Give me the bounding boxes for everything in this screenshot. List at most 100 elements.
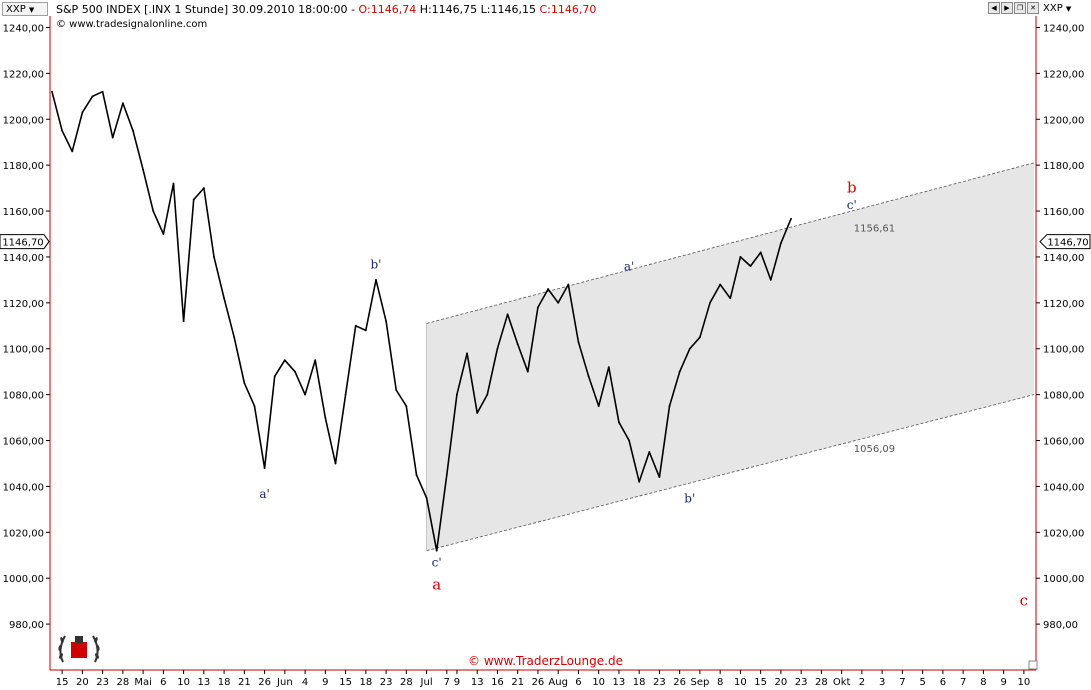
x-tick-label: 9 <box>1000 677 1006 688</box>
price-point <box>597 405 600 408</box>
x-tick-label: Mai <box>134 677 152 688</box>
wave-label: b' <box>684 491 695 505</box>
close-icon[interactable]: ✕ <box>1027 2 1039 14</box>
price-point <box>749 265 752 268</box>
price-point <box>688 347 691 350</box>
price-point <box>81 111 84 114</box>
y-tick-label-left: 1240,00 <box>3 23 44 34</box>
wave-label: a' <box>259 487 269 501</box>
price-point <box>132 129 134 132</box>
y-tick-label-left: 1000,00 <box>3 574 44 585</box>
price-point <box>790 217 792 220</box>
price-point <box>577 340 580 343</box>
y-tick-label-left: 1180,00 <box>3 161 44 172</box>
price-point <box>537 306 539 309</box>
price-point <box>314 359 317 362</box>
price-point <box>111 136 114 139</box>
y-tick-label-right: 1020,00 <box>1043 528 1084 539</box>
price-point <box>466 352 468 355</box>
wave-label: b <box>847 179 857 197</box>
price-point <box>375 278 377 281</box>
symbol-selector[interactable]: XXP ▼ <box>2 2 48 16</box>
price-point <box>71 150 74 153</box>
ohlc-high: H:1146,75 <box>419 3 478 16</box>
price-point <box>243 382 246 385</box>
price-point <box>51 90 53 93</box>
wave-label: c <box>1020 592 1028 610</box>
source-credit: © www.tradesignalonline.com <box>56 19 208 30</box>
channel-upper-label: 1156,61 <box>854 224 895 235</box>
y-tick-label-right: 1240,00 <box>1043 23 1084 34</box>
x-tick-label: 15 <box>754 677 767 688</box>
scroll-left-icon[interactable]: ◀ <box>988 2 1000 14</box>
x-tick-label: 18 <box>359 677 372 688</box>
price-point <box>182 320 185 323</box>
x-tick-label: Aug <box>548 677 568 688</box>
price-point <box>699 336 701 339</box>
price-point <box>304 393 306 396</box>
x-tick-label: 2 <box>859 677 865 688</box>
x-tick-label: 9 <box>322 677 328 688</box>
watermark-link[interactable]: © www.TraderzLounge.de <box>468 654 623 668</box>
price-point <box>263 467 266 469</box>
y-tick-label-left: 1140,00 <box>3 253 44 264</box>
y-tick-label-left: 1060,00 <box>3 437 44 448</box>
price-point <box>152 210 155 212</box>
y-tick-label-left: 1220,00 <box>3 69 44 80</box>
price-point <box>395 389 398 391</box>
window-controls: ◀ ▶ ❐ ✕ <box>987 2 1039 14</box>
right-symbol-selector[interactable]: XXP ▼ <box>1040 2 1090 16</box>
x-tick-label: 7 <box>899 677 905 688</box>
price-point <box>172 182 175 185</box>
x-tick-label: 18 <box>633 677 646 688</box>
x-tick-label: 16 <box>491 677 504 688</box>
price-point <box>678 370 681 373</box>
price-point <box>486 393 489 396</box>
x-tick-label: 21 <box>511 677 524 688</box>
price-point <box>526 370 529 373</box>
x-tick-label: Jul <box>420 677 433 688</box>
y-tick-label-right: 1160,00 <box>1043 207 1084 218</box>
price-point <box>223 297 226 300</box>
y-tick-label-right: 1140,00 <box>1043 253 1084 264</box>
x-tick-label: 7 <box>960 677 966 688</box>
channel-lower-line <box>426 394 1035 552</box>
restore-icon[interactable]: ❐ <box>1014 2 1026 14</box>
price-line <box>51 90 792 552</box>
wave-label: c' <box>432 556 442 570</box>
price-point <box>456 393 458 396</box>
price-point <box>354 324 357 327</box>
x-tick-label: 21 <box>238 677 251 688</box>
price-point <box>557 301 560 304</box>
price-point <box>739 256 742 258</box>
x-tick-label: 23 <box>380 677 393 688</box>
right-symbol-label: XXP <box>1043 3 1063 14</box>
scroll-right-icon[interactable]: ▶ <box>1001 2 1013 14</box>
y-tick-label-right: 1200,00 <box>1043 115 1084 126</box>
price-point <box>648 451 651 453</box>
price-point <box>668 405 671 408</box>
x-tick-label: Sep <box>690 677 709 688</box>
resize-grip-icon[interactable] <box>1028 660 1038 670</box>
price-point <box>476 412 479 414</box>
price-point <box>516 343 519 346</box>
price-point <box>364 329 367 332</box>
x-tick-label: 15 <box>56 677 69 688</box>
x-tick-label: 28 <box>815 677 828 688</box>
y-tick-label-right: 1000,00 <box>1043 574 1084 585</box>
x-tick-label: 26 <box>258 677 271 688</box>
y-tick-label-right: 1180,00 <box>1043 161 1084 172</box>
x-tick-label: 4 <box>302 677 308 688</box>
last-price-label-left: 1146,70 <box>2 238 43 249</box>
y-tick-label-right: 1220,00 <box>1043 69 1084 80</box>
price-point <box>273 375 276 378</box>
x-tick-label: 18 <box>218 677 231 688</box>
y-tick-label-right: 1120,00 <box>1043 299 1084 310</box>
x-tick-label: 13 <box>197 677 210 688</box>
x-tick-label: 8 <box>980 677 986 688</box>
price-point <box>415 474 418 476</box>
price-point <box>294 370 296 373</box>
x-tick-label: 20 <box>775 677 788 688</box>
price-point <box>91 95 94 98</box>
